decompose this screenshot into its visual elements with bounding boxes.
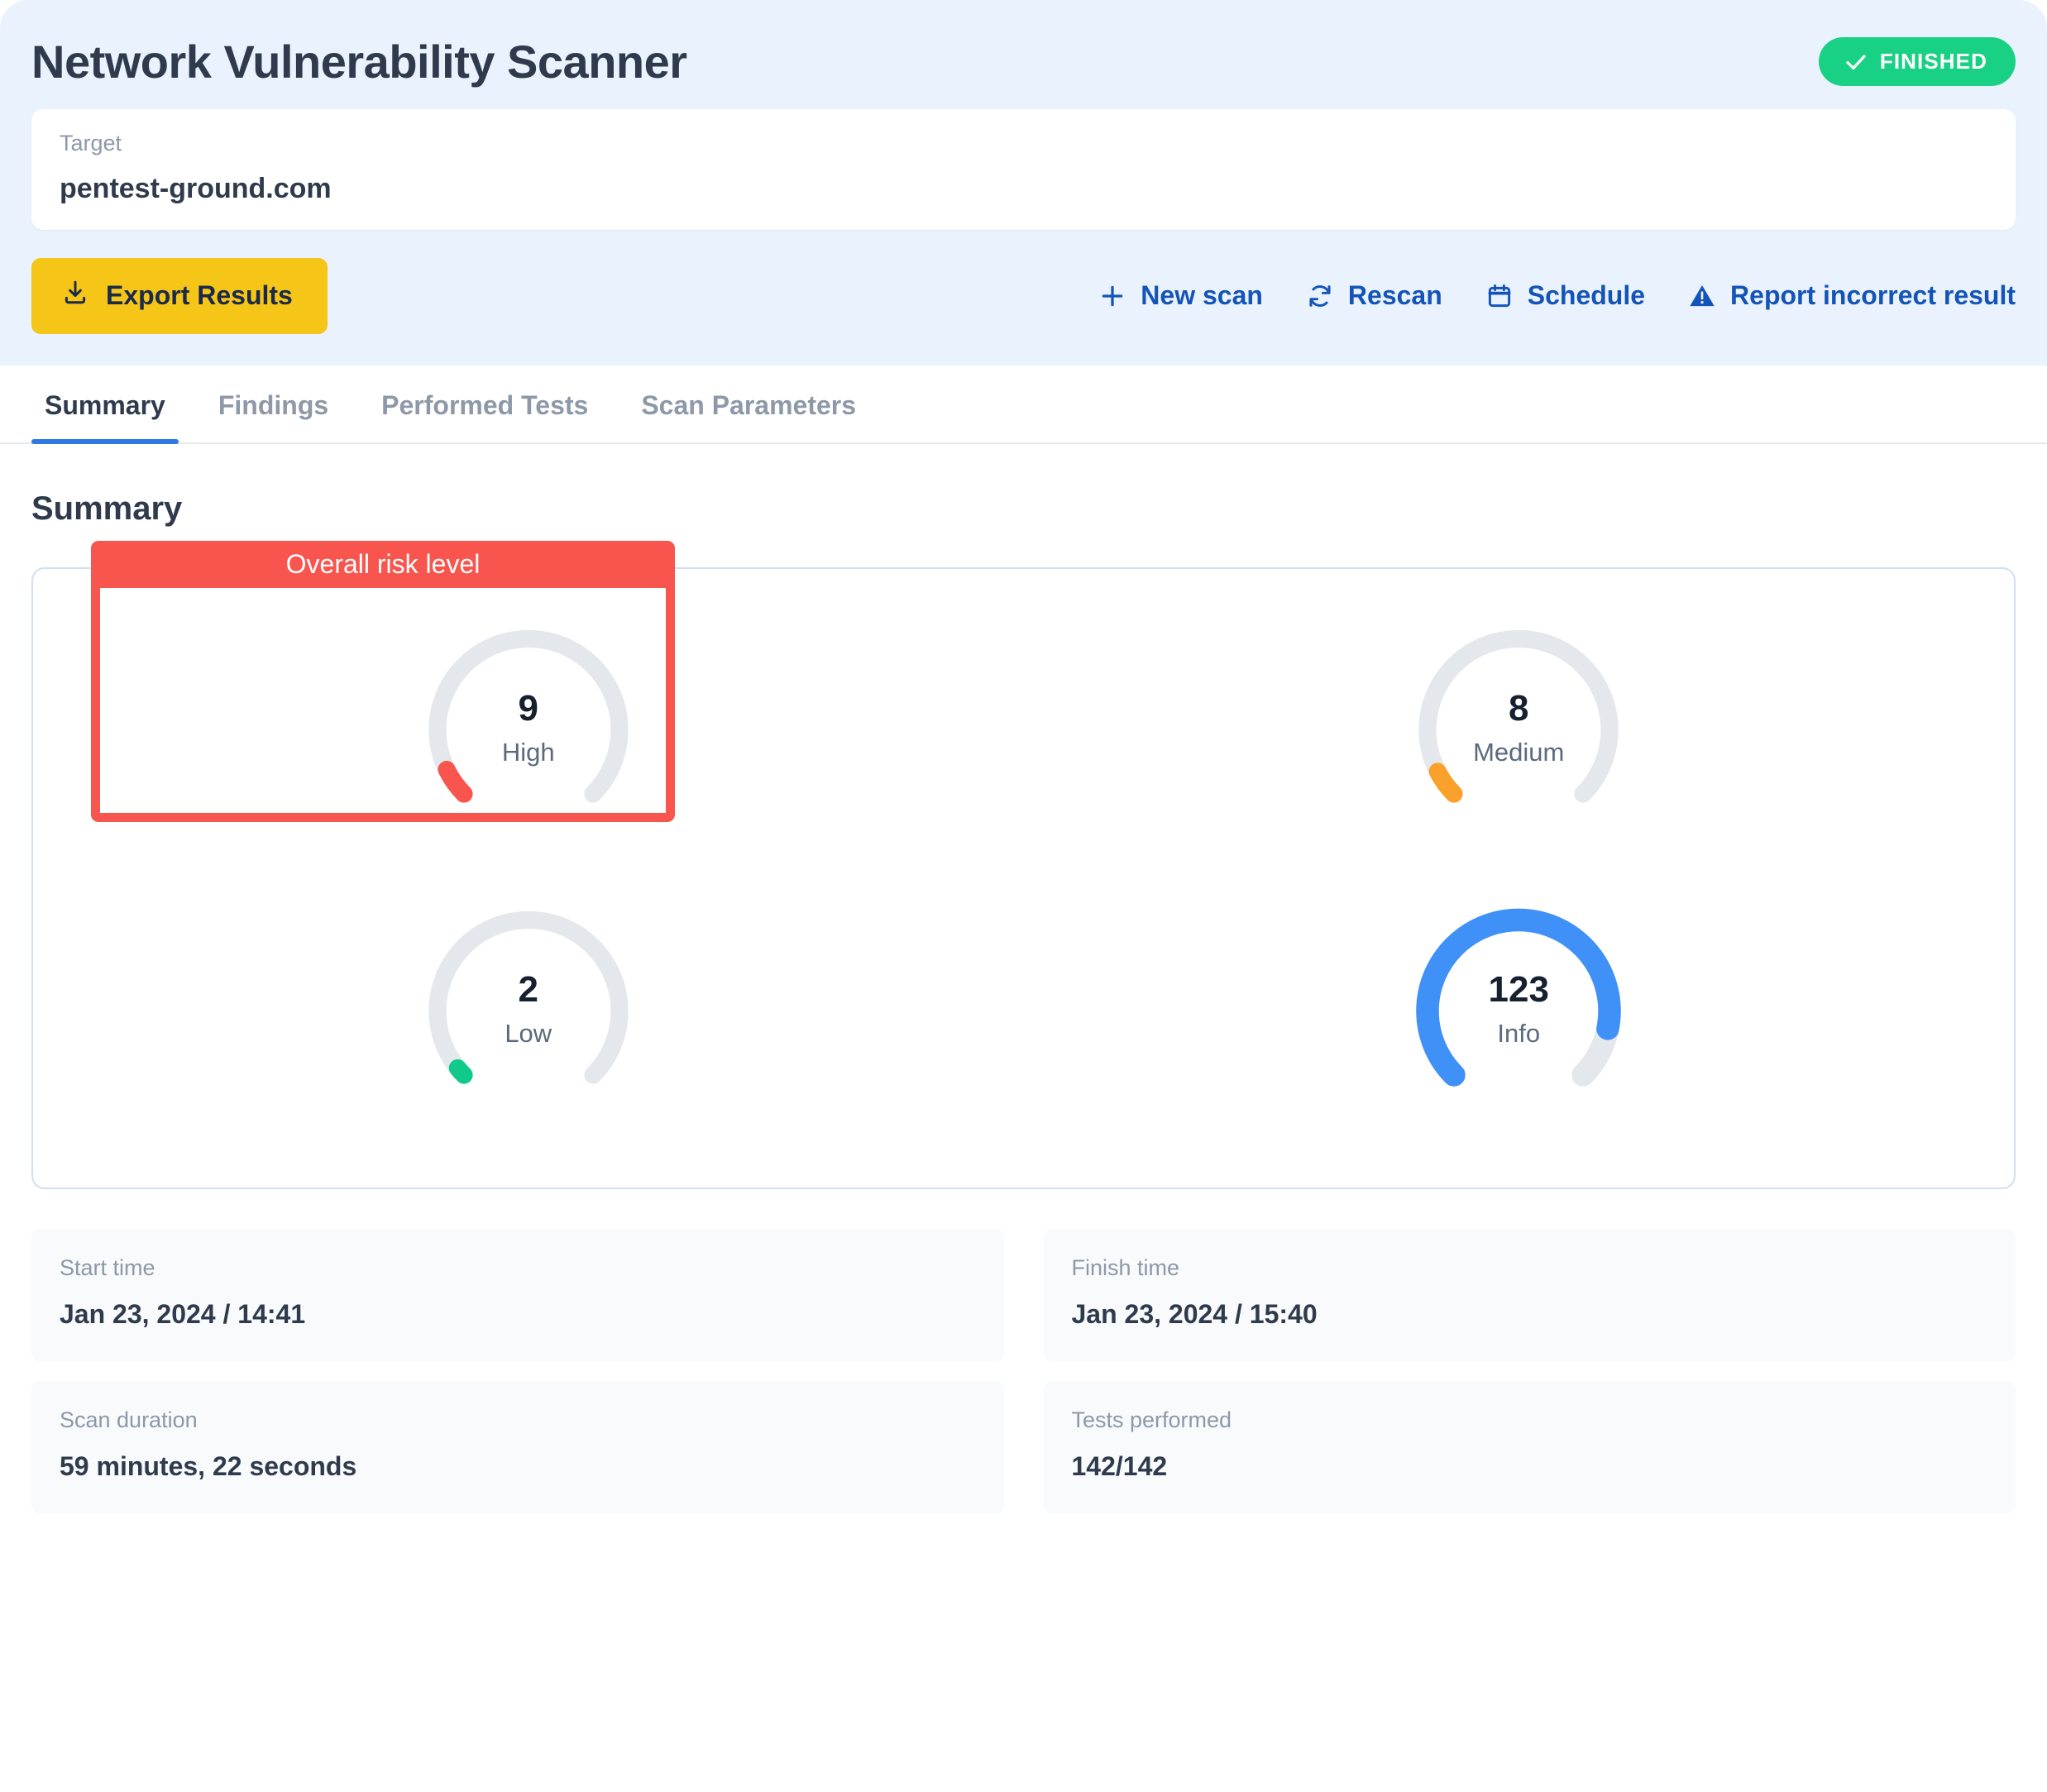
start-time-label: Start time (60, 1254, 155, 1280)
tab-findings-label: Findings (218, 389, 329, 420)
tab-findings[interactable]: Findings (192, 366, 355, 442)
info-card-tests-performed: Tests performed 142/142 (1043, 1380, 2016, 1513)
info-gauge-svg (1416, 908, 1621, 1087)
finish-time-value: Jan 23, 2024 / 15:40 (1071, 1298, 1318, 1329)
medium-gauge-svg (1418, 629, 1619, 803)
high-gauge-svg (428, 629, 629, 803)
gauge-fill (1416, 908, 1621, 1087)
tab-summary-label: Summary (45, 389, 165, 420)
gauge-track (428, 910, 629, 1084)
gauge-track (1418, 629, 1619, 803)
download-icon (61, 279, 89, 313)
medium-gauge: 8 Medium (1394, 605, 1643, 853)
info-card-finish-time: Finish time Jan 23, 2024 / 15:40 (1043, 1228, 2016, 1361)
rescan-button[interactable]: Rescan (1306, 280, 1442, 311)
check-icon (1844, 50, 1868, 74)
report-incorrect-result-button[interactable]: Report incorrect result (1688, 280, 2016, 311)
calendar-icon (1485, 282, 1514, 310)
rescan-label: Rescan (1347, 280, 1442, 311)
severity-gauge-panel: 9 High 8 Medium (31, 540, 2016, 1189)
plus-icon (1098, 282, 1126, 310)
tab-summary[interactable]: Summary (31, 366, 192, 444)
gauge-cell-info: 123 Info (1024, 870, 2015, 1151)
high-gauge: 9 High (404, 605, 653, 853)
gauge-cell-high: 9 High (33, 589, 1024, 870)
target-field[interactable]: Target pentest-ground.com (31, 108, 2016, 230)
tests-performed-label: Tests performed (1071, 1407, 1232, 1432)
tests-performed-value: 142/142 (1071, 1450, 1168, 1481)
header-top-row: Network Vulnerability Scanner FINISHED (0, 0, 2047, 109)
secondary-actions: New scan Rescan (1098, 280, 2016, 311)
tab-bar: Summary Findings Performed Tests Scan Pa… (0, 365, 2047, 444)
tab-performed-tests-label: Performed Tests (381, 389, 589, 420)
scan-info-grid: Start time Jan 23, 2024 / 14:41 Finish t… (31, 1228, 2016, 1513)
schedule-label: Schedule (1527, 280, 1646, 311)
scan-duration-value: 59 minutes, 22 seconds (60, 1450, 357, 1481)
schedule-button[interactable]: Schedule (1485, 280, 1645, 311)
gauge-cell-medium: 8 Medium (1024, 589, 2015, 870)
finish-time-label: Finish time (1071, 1254, 1180, 1280)
gauge-cell-low: 2 Low (33, 870, 1024, 1151)
start-time-value: Jan 23, 2024 / 14:41 (60, 1298, 306, 1329)
status-badge: FINISHED (1818, 37, 2016, 87)
severity-gauge-grid: 9 High 8 Medium (33, 589, 2014, 1151)
tab-performed-tests[interactable]: Performed Tests (355, 366, 615, 442)
summary-heading: Summary (31, 490, 183, 527)
warning-triangle-icon (1688, 282, 1716, 310)
low-gauge: 2 Low (404, 886, 653, 1135)
new-scan-button[interactable]: New scan (1098, 280, 1263, 311)
target-value: pentest-ground.com (60, 172, 332, 204)
report-incorrect-result-label: Report incorrect result (1730, 280, 2016, 311)
page-header: Network Vulnerability Scanner FINISHED T… (0, 0, 2047, 366)
tab-scan-parameters[interactable]: Scan Parameters (615, 366, 882, 442)
new-scan-label: New scan (1141, 280, 1263, 311)
status-badge-label: FINISHED (1879, 49, 1987, 74)
tab-scan-parameters-label: Scan Parameters (641, 389, 857, 420)
gauge-track (428, 629, 629, 803)
action-bar: Export Results New scan (0, 230, 2047, 366)
info-card-scan-duration: Scan duration 59 minutes, 22 seconds (31, 1380, 1004, 1513)
export-results-button[interactable]: Export Results (31, 257, 328, 334)
target-label: Target (60, 130, 122, 155)
scan-duration-label: Scan duration (60, 1407, 198, 1432)
export-results-label: Export Results (106, 280, 293, 311)
refresh-icon (1306, 282, 1334, 310)
info-gauge: 123 Info (1394, 886, 1643, 1135)
info-card-start-time: Start time Jan 23, 2024 / 14:41 (31, 1228, 1004, 1361)
overall-risk-level-annotation-label: Overall risk level (91, 540, 675, 588)
low-gauge-svg (428, 910, 629, 1084)
page-title: Network Vulnerability Scanner (31, 36, 687, 88)
main-content: Summary 9 High (0, 490, 2047, 1513)
